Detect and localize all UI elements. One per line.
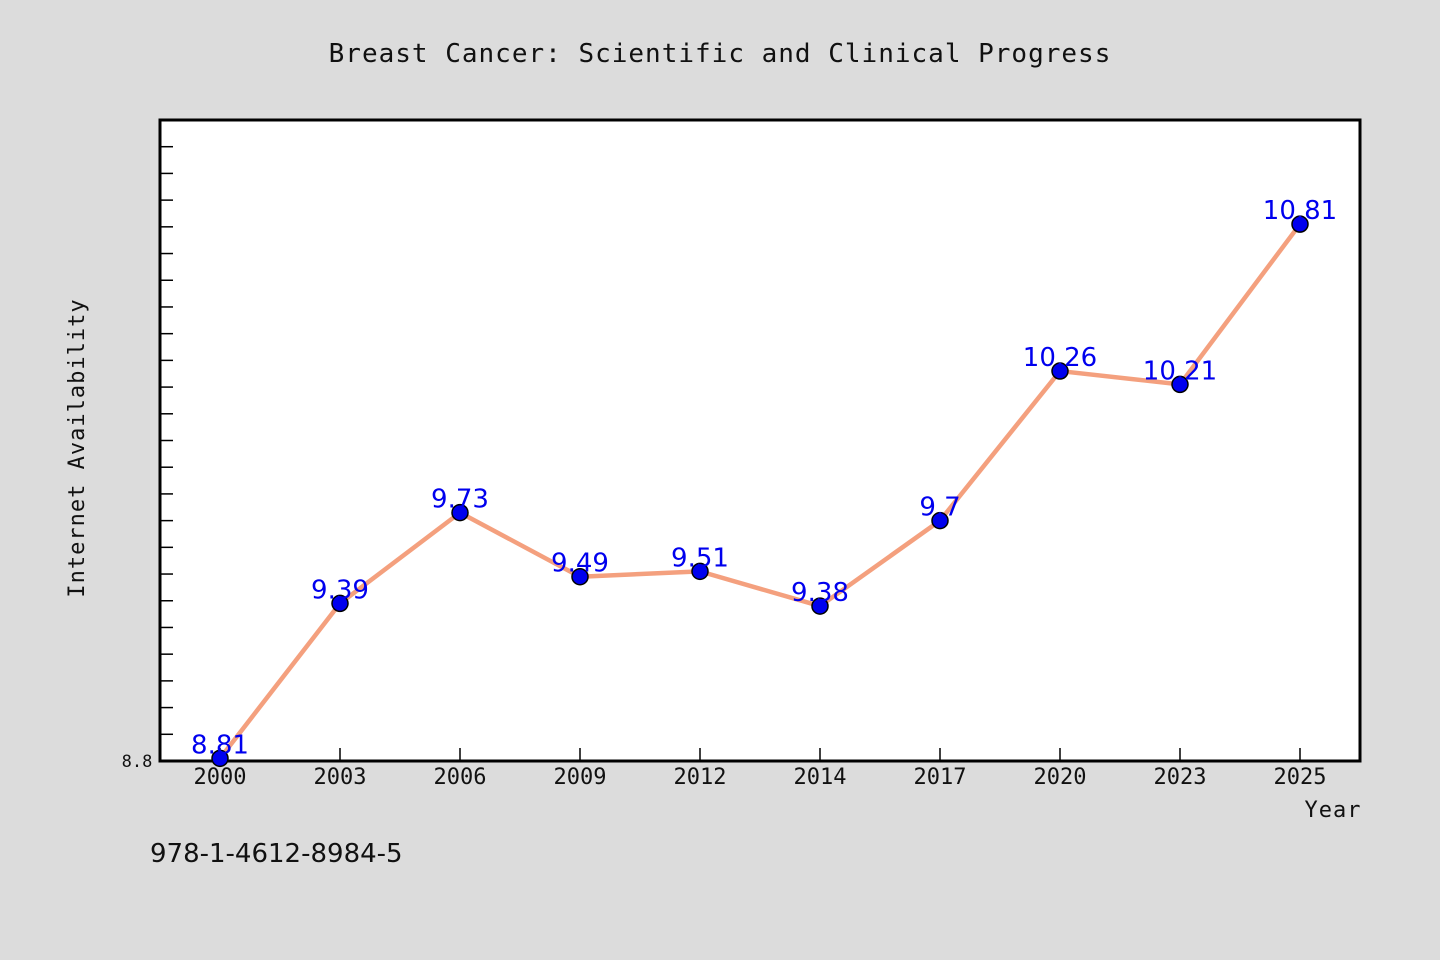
x-tick-label: 2023	[1154, 765, 1207, 790]
chart-title: Breast Cancer: Scientific and Clinical P…	[329, 39, 1112, 69]
series-line	[218, 222, 1302, 760]
data-point	[211, 749, 229, 768]
y-tick-label-min: 8.8	[122, 752, 153, 772]
data-point	[331, 594, 349, 613]
data-label: 9.73	[431, 485, 489, 515]
data-point	[1051, 362, 1069, 380]
x-axis-label: Year	[1305, 798, 1362, 823]
data-point	[1171, 375, 1189, 394]
x-tick-label: 2012	[674, 765, 727, 790]
footer-id-text: 978-1-4612-8984-5	[150, 839, 403, 869]
data-label: 9.39	[311, 575, 369, 605]
x-tick-label: 2025	[1274, 765, 1327, 790]
x-tick-label: 2009	[554, 765, 607, 790]
data-labels: 8.81 9.39 9.73 9.49 9.51 9.38 9.7 10.26 10.21 10.…	[191, 196, 1337, 760]
x-tick-label: 2020	[1034, 765, 1087, 790]
plot-area	[158, 118, 1362, 763]
x-tick-label: 2006	[434, 765, 487, 790]
x-tick-label: 2003	[314, 765, 367, 790]
data-label: 10.26	[1023, 343, 1097, 373]
data-label: 10.81	[1263, 196, 1337, 226]
data-label: 10.21	[1143, 356, 1217, 386]
x-tick-label: 2014	[794, 765, 847, 790]
data-point	[691, 562, 709, 581]
data-point	[571, 567, 589, 586]
y-axis-label: Internet Availability	[65, 298, 90, 597]
data-label: 9.7	[919, 493, 960, 523]
data-label: 8.81	[191, 730, 249, 760]
data-point	[451, 503, 469, 522]
series-markers	[211, 215, 1309, 768]
x-axis-tick-labels: 2000 2003 2006 2009 2012 2014 2017 2020 2023 2025	[194, 765, 1327, 790]
y-axis-ticks	[160, 145, 173, 736]
data-label: 9.38	[791, 578, 849, 608]
x-tick-label: 2017	[914, 765, 967, 790]
data-label: 9.51	[671, 543, 729, 573]
data-point	[811, 597, 829, 615]
data-point	[1291, 215, 1309, 233]
data-point	[931, 511, 949, 530]
x-tick-label: 2000	[194, 765, 247, 790]
data-label: 9.49	[551, 549, 609, 579]
